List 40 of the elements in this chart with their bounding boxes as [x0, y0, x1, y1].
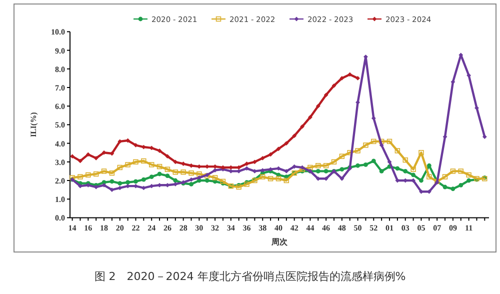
- y-tick-label: 0.0: [55, 214, 65, 223]
- x-tick-label: 38: [258, 224, 267, 233]
- x-tick-label: 34: [226, 224, 235, 233]
- y-tick-label: 5.0: [55, 120, 65, 130]
- x-tick-label: 01: [386, 224, 394, 233]
- y-tick-label: 1.0: [55, 195, 65, 204]
- x-tick-label: 28: [179, 224, 188, 233]
- y-tick-label: 3.0: [55, 158, 65, 167]
- x-tick-label: 44: [306, 224, 314, 233]
- x-tick-label: 03: [401, 224, 410, 233]
- y-tick-label: 8.0: [55, 64, 65, 74]
- y-tick-label: 10.0: [51, 28, 65, 37]
- y-tick-label: 6.0: [55, 102, 65, 112]
- x-tick-label: 05: [417, 224, 426, 233]
- x-tick-label: 50: [354, 224, 362, 233]
- y-tick-label: 9.0: [55, 46, 65, 56]
- x-tick-label: 30: [195, 224, 204, 233]
- x-tick-label: 07: [433, 224, 442, 233]
- x-tick-label: 16: [84, 224, 92, 233]
- x-tick-label: 46: [322, 224, 330, 233]
- x-tick-label: 22: [132, 224, 140, 233]
- x-tick-label: 26: [163, 224, 172, 233]
- x-tick-label: 32: [211, 224, 220, 233]
- y-tick-label: 7.0: [55, 84, 65, 92]
- y-axis-title: ILI(%): [29, 112, 38, 138]
- x-axis-title: 周次: [270, 238, 288, 247]
- x-tick-label: 36: [242, 224, 251, 233]
- x-tick-label: 14: [68, 224, 76, 233]
- x-tick-label: 52: [370, 224, 378, 233]
- x-tick-label: 40: [274, 224, 282, 233]
- x-tick-label: 42: [290, 224, 298, 233]
- x-tick-label: 24: [148, 224, 156, 233]
- y-tick-label: 2.0: [55, 176, 65, 186]
- x-tick-label: 18: [100, 224, 108, 233]
- x-tick-label: 09: [448, 224, 457, 233]
- x-tick-label: 11: [465, 224, 473, 233]
- y-tick-label: 4.0: [55, 139, 65, 148]
- x-tick-label: 48: [338, 224, 346, 233]
- caption: 图 2 2020－2024 年度北方省份哨点医院报告的流感样病例%: [94, 270, 406, 283]
- x-tick-label: 20: [116, 224, 124, 233]
